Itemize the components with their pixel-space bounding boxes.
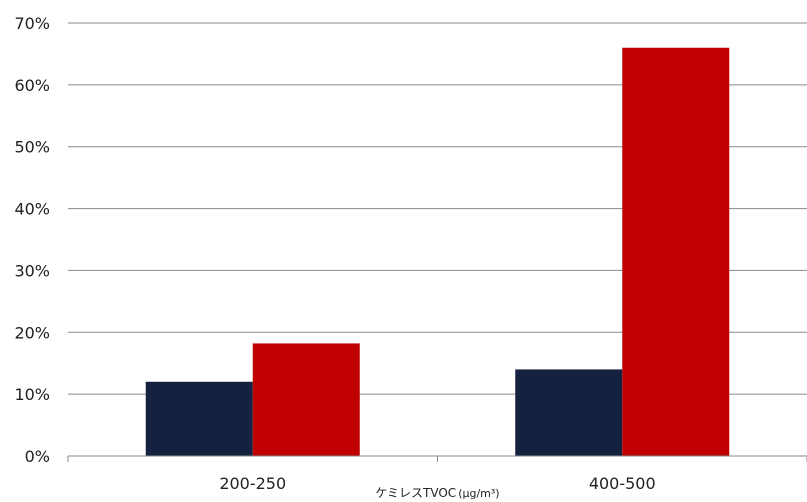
y-tick-label: 20% [14, 323, 50, 342]
y-tick-label: 40% [14, 200, 50, 219]
x-axis-title-unit: (μg/m³) [458, 487, 499, 500]
y-axis-tick-labels: 0% 10% 20% 30% 40% 50% 60% 70% [14, 14, 50, 466]
y-tick-label: 50% [14, 138, 50, 157]
x-axis-category-labels: 200-250 400-500 [219, 474, 655, 493]
bar [145, 381, 253, 456]
y-tick-label: 60% [14, 76, 50, 95]
y-tick-label: 0% [25, 447, 50, 466]
bar [252, 343, 360, 456]
bar [515, 369, 623, 456]
y-tick-label: 10% [14, 385, 50, 404]
y-tick-label: 30% [14, 261, 50, 280]
gridlines [68, 22, 807, 395]
x-axis-title: ケミレスTVOC (μg/m³) [375, 486, 499, 500]
bars [145, 47, 730, 456]
bar [622, 47, 730, 456]
x-axis-ticks [67, 456, 807, 462]
y-tick-label: 70% [14, 14, 50, 33]
x-axis-title-main: ケミレスTVOC [375, 486, 456, 500]
x-category-label: 400-500 [589, 474, 656, 493]
x-category-label: 200-250 [219, 474, 286, 493]
